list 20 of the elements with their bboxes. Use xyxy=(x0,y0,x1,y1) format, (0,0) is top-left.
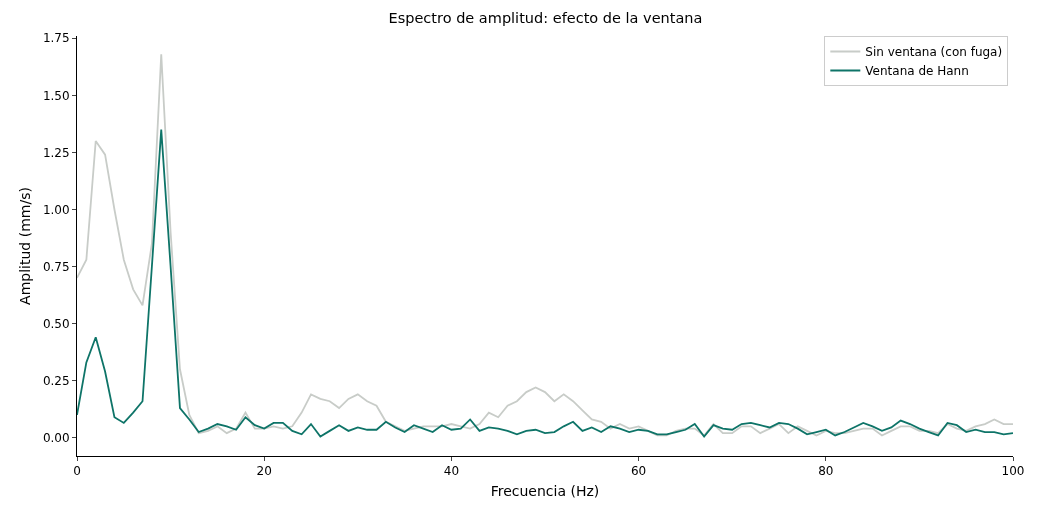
x-tick-label: 40 xyxy=(443,464,460,479)
legend-label: Ventana de Hann xyxy=(865,64,969,79)
y-tick-label: 1.75 xyxy=(42,31,70,46)
x-tick-label: 60 xyxy=(630,464,647,479)
x-axis-title: Frecuencia (Hz) xyxy=(490,482,600,499)
y-tick-label: 0.00 xyxy=(42,430,70,445)
legend-label: Sin ventana (con fuga) xyxy=(865,45,1003,60)
y-tick-label: 0.75 xyxy=(42,259,70,274)
x-tick-label: 80 xyxy=(818,464,834,479)
y-tick-label: 1.50 xyxy=(42,88,70,103)
y-tick-label: 0.25 xyxy=(42,373,70,388)
line-series xyxy=(77,128,1013,438)
x-tick-label: 100 xyxy=(1001,464,1025,479)
y-tick-label: 1.00 xyxy=(42,202,70,217)
y-tick-label: 0.50 xyxy=(42,316,70,331)
x-tick-label: 20 xyxy=(256,464,272,479)
chart-title: Espectro de amplitud: efecto de la ventana xyxy=(388,10,703,27)
y-axis-title: Amplitud (mm/s) xyxy=(17,187,34,305)
x-tick-label: 0 xyxy=(73,464,81,479)
y-tick-label: 1.25 xyxy=(42,145,70,160)
